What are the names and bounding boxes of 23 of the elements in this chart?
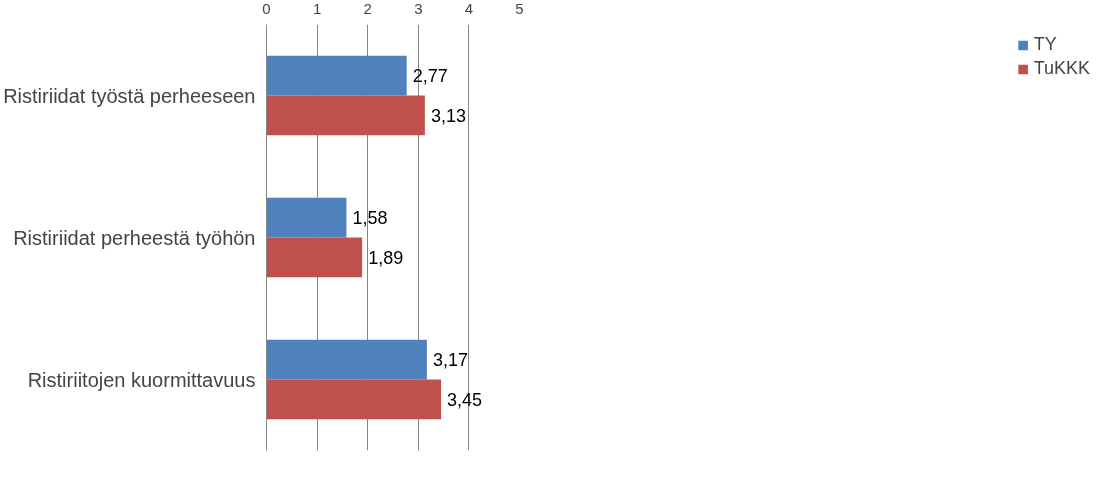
data-label: 3,45 <box>447 389 483 410</box>
bar <box>266 339 427 380</box>
x-tick-label: 1 <box>312 0 322 17</box>
data-label: 1,89 <box>368 247 404 268</box>
bar <box>266 55 407 96</box>
x-tick-label: 5 <box>515 0 524 17</box>
x-tick-label: 4 <box>464 0 474 17</box>
bar <box>266 197 347 238</box>
x-tick-label: 0 <box>262 0 271 17</box>
bar <box>266 237 363 278</box>
y-tick-label: Ristiriidat perheestä työhön <box>13 226 256 249</box>
bar <box>266 379 442 420</box>
data-label: 1,58 <box>352 208 388 229</box>
data-label: 3,13 <box>430 105 466 126</box>
y-tick-label: Ristiriidat työstä perheeseen <box>3 84 256 107</box>
x-tick-label: 3 <box>414 0 423 17</box>
legend-label: TY <box>1033 34 1057 55</box>
bar <box>266 95 425 136</box>
y-tick-label: Ristiriitojen kuormittavuus <box>27 368 256 391</box>
x-tick-label: 2 <box>363 0 372 17</box>
data-label: 3,17 <box>432 350 468 371</box>
legend-label: TuKKK <box>1033 58 1090 79</box>
data-label: 2,77 <box>412 66 448 87</box>
